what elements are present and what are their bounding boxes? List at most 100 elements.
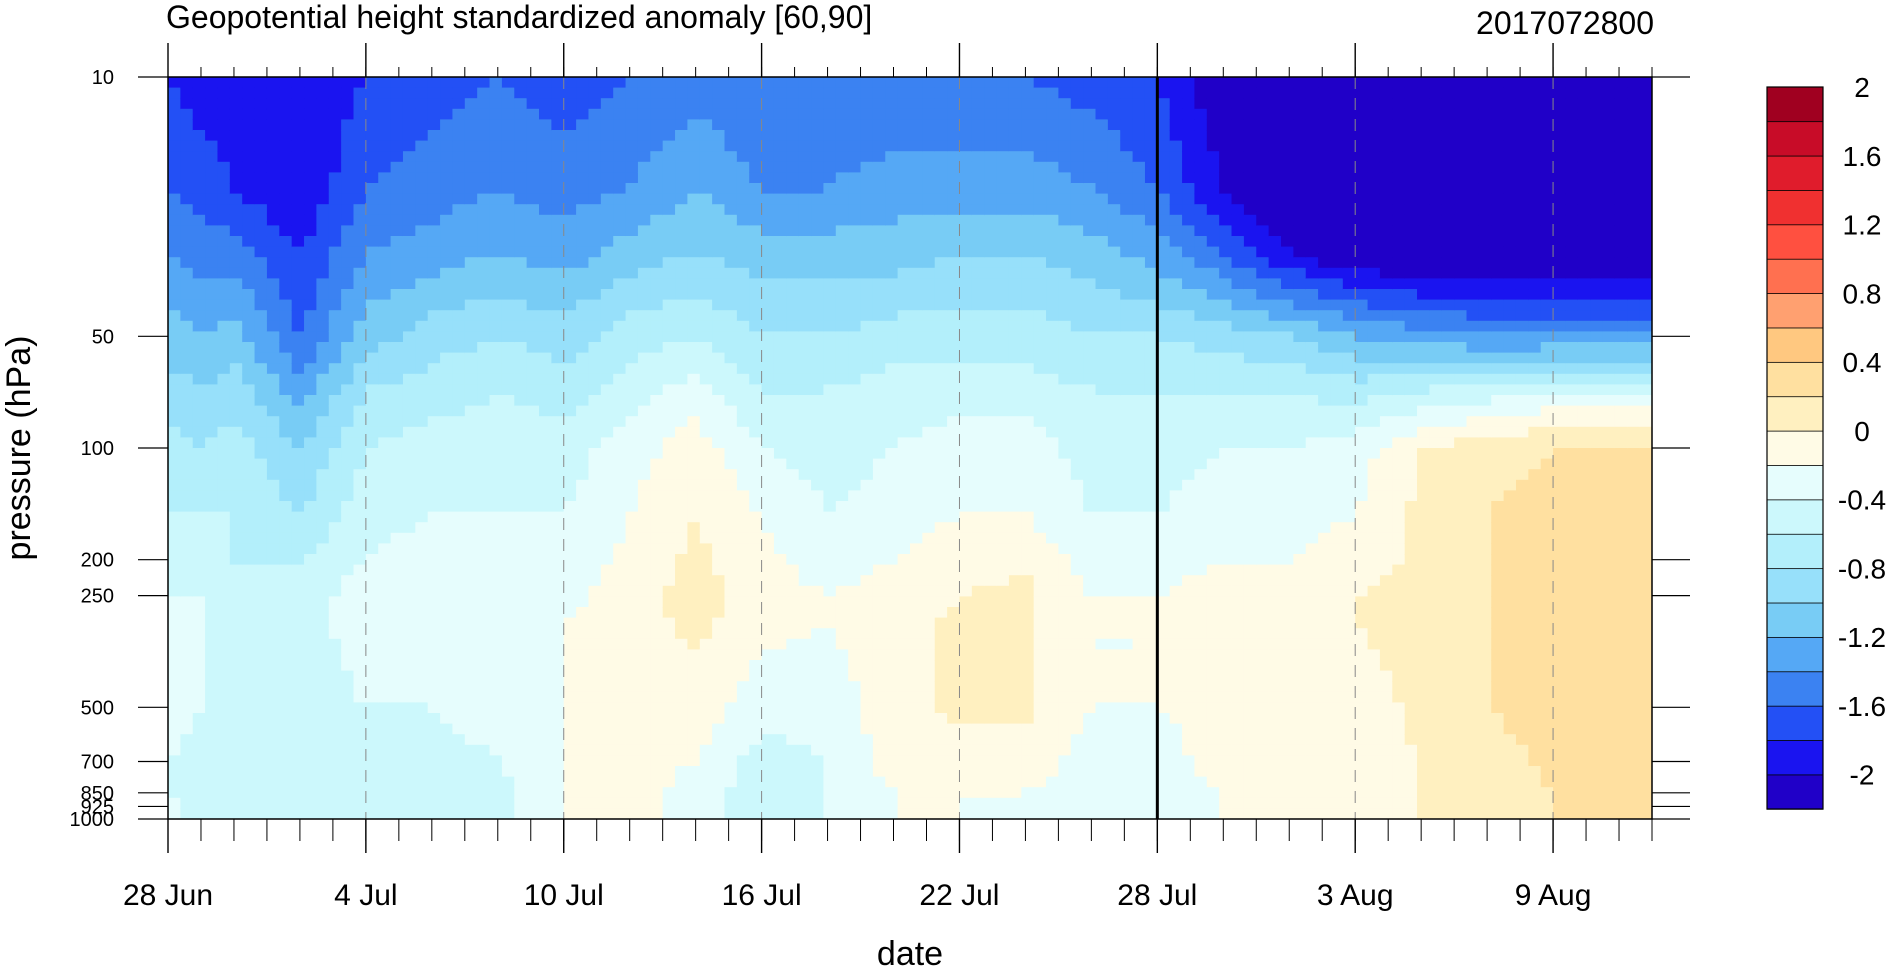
field-cell (959, 723, 973, 735)
field-cell (576, 723, 590, 735)
field-cell (897, 363, 911, 375)
field-cell (341, 267, 355, 279)
field-cell (514, 299, 528, 311)
field-cell (526, 734, 540, 746)
field-cell (736, 331, 750, 343)
field-cell (279, 257, 293, 269)
field-cell (464, 734, 478, 746)
field-cell (378, 299, 392, 311)
field-cell (687, 479, 701, 491)
field-cell (304, 331, 317, 343)
field-cell (823, 607, 837, 619)
field-cell (477, 522, 491, 534)
field-cell (291, 416, 305, 428)
field-cell (835, 151, 849, 163)
field-cell (736, 352, 750, 364)
field-cell (675, 373, 688, 385)
field-cell (266, 214, 280, 226)
field-cell (180, 320, 194, 332)
field-cell (662, 437, 676, 449)
field-cell (761, 681, 775, 693)
field-cell (625, 320, 639, 332)
field-cell (291, 214, 305, 226)
field-cell (514, 108, 528, 120)
field-cell (835, 713, 849, 725)
field-cell (304, 437, 317, 449)
field-cell (217, 405, 231, 417)
field-cell (390, 638, 404, 650)
field-cell (897, 151, 911, 163)
field-cell (773, 617, 787, 629)
field-cell (724, 787, 738, 799)
field-cell (415, 108, 429, 120)
field-cell (526, 119, 540, 131)
field-cell (576, 660, 590, 672)
field-cell (229, 267, 243, 279)
field-cell (835, 585, 849, 597)
field-cell (279, 744, 293, 756)
field-cell (712, 267, 726, 279)
field-cell (823, 130, 837, 142)
field-cell (872, 575, 886, 587)
field-cell (427, 130, 441, 142)
field-cell (205, 575, 219, 587)
field-cell (304, 183, 317, 195)
field-cell (390, 628, 404, 640)
field-cell (984, 299, 998, 311)
field-cell (687, 490, 701, 502)
field-cell (1021, 108, 1035, 120)
field-cell (440, 596, 454, 608)
field-cell (378, 437, 392, 449)
field-cell (526, 554, 540, 566)
field-cell (712, 183, 726, 195)
field-cell (984, 214, 998, 226)
field-cell (736, 363, 750, 375)
field-cell (192, 744, 206, 756)
field-cell (600, 543, 614, 555)
field-cell (910, 649, 923, 661)
field-cell (971, 501, 985, 513)
field-cell (291, 617, 305, 629)
field-cell (675, 172, 688, 184)
field-cell (266, 183, 280, 195)
field-cell (971, 214, 985, 226)
field-cell (501, 532, 515, 544)
field-cell (910, 161, 923, 173)
field-cell (440, 766, 454, 778)
field-cell (984, 797, 998, 809)
field-cell (415, 511, 429, 523)
field-cell (464, 660, 478, 672)
field-cell (996, 87, 1010, 99)
field-cell (551, 342, 565, 354)
field-cell (353, 426, 367, 438)
field-cell (551, 416, 565, 428)
field-cell (304, 320, 317, 332)
field-cell (415, 596, 429, 608)
field-cell (205, 161, 219, 173)
field-cell (415, 183, 429, 195)
field-cell (180, 575, 194, 587)
field-cell (934, 607, 948, 619)
field-cell (947, 501, 961, 513)
field-cell (786, 119, 800, 131)
field-cell (501, 649, 515, 661)
field-cell (588, 119, 602, 131)
field-cell (279, 607, 293, 619)
field-cell (378, 596, 392, 608)
field-cell (440, 649, 454, 661)
field-cell (625, 151, 639, 163)
field-cell (254, 660, 268, 672)
field-cell (1008, 161, 1022, 173)
field-cell (180, 108, 194, 120)
field-cell (897, 554, 911, 566)
field-cell (749, 691, 763, 703)
field-cell (168, 151, 181, 163)
field-cell (811, 98, 825, 110)
field-cell (501, 193, 515, 205)
field-cell (266, 501, 280, 513)
field-cell (514, 469, 528, 481)
field-cell (501, 585, 515, 597)
field-cell (279, 416, 293, 428)
field-cell (365, 395, 379, 407)
field-cell (885, 723, 899, 735)
